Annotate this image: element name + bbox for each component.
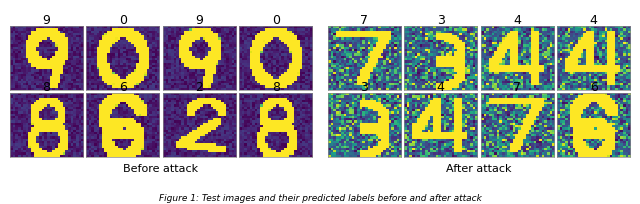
Title: 0: 0 bbox=[118, 14, 127, 27]
Text: After attack: After attack bbox=[446, 163, 512, 173]
Title: 6: 6 bbox=[119, 80, 127, 93]
Title: 4: 4 bbox=[437, 80, 445, 93]
Title: 3: 3 bbox=[360, 80, 368, 93]
Title: 2: 2 bbox=[195, 80, 203, 93]
Title: 4: 4 bbox=[590, 14, 598, 27]
Title: 8: 8 bbox=[42, 80, 50, 93]
Title: 7: 7 bbox=[360, 14, 368, 27]
Title: 3: 3 bbox=[437, 14, 445, 27]
Title: 7: 7 bbox=[513, 80, 522, 93]
Title: 0: 0 bbox=[272, 14, 280, 27]
Text: Figure 1: Test images and their predicted labels before and after attack: Figure 1: Test images and their predicte… bbox=[159, 193, 481, 202]
Title: 8: 8 bbox=[272, 80, 280, 93]
Title: 9: 9 bbox=[42, 14, 50, 27]
Title: 9: 9 bbox=[195, 14, 203, 27]
Title: 4: 4 bbox=[513, 14, 521, 27]
Text: Before attack: Before attack bbox=[124, 163, 198, 173]
Title: 6: 6 bbox=[590, 80, 598, 93]
